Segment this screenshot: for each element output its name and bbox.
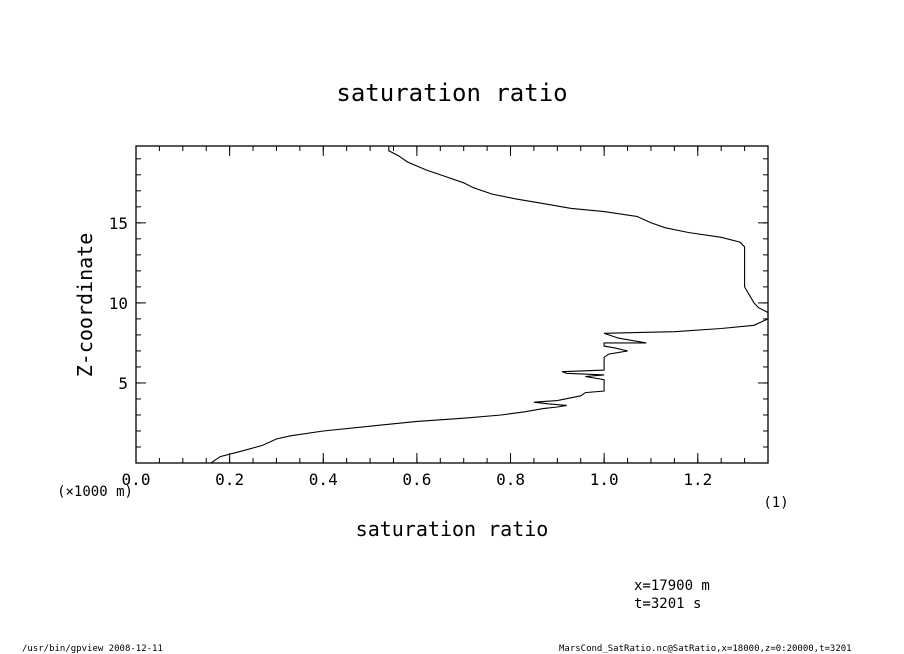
x-tick-label: 0.6 [402,470,431,489]
x-tick-label: 1.2 [683,470,712,489]
y-tick-label: 15 [109,214,128,233]
x-unit-label: (1) [763,495,788,511]
footer-program: /usr/bin/gpview 2008-12-11 [22,644,163,654]
plot-area: 0.0 0.2 0.4 0.6 0.8 1.0 1.2 5 10 15 [109,145,769,489]
axis-ticks [135,146,769,463]
time-annotation: t=3201 s [634,596,701,612]
tick-labels: 0.0 0.2 0.4 0.6 0.8 1.0 1.2 5 10 15 [109,214,712,489]
saturation-ratio-profile-line [210,146,769,464]
x-tick-label: 0.2 [215,470,244,489]
position-annotation: x=17900 m [634,578,710,594]
y-axis-label: Z-coordinate [73,233,97,378]
x-tick-label: 0.4 [309,470,338,489]
y-unit-label: (×1000 m) [57,484,133,500]
x-tick-label: 0.0 [122,470,151,489]
plot-frame [135,145,769,464]
footer-source: MarsCond_SatRatio.nc@SatRatio,x=18000,z=… [559,644,852,654]
chart-title: saturation ratio [336,79,567,107]
x-tick-label: 1.0 [590,470,619,489]
y-tick-label: 5 [118,374,128,393]
x-axis-label: saturation ratio [356,517,549,541]
y-tick-label: 10 [109,294,128,313]
x-tick-label: 0.8 [496,470,525,489]
